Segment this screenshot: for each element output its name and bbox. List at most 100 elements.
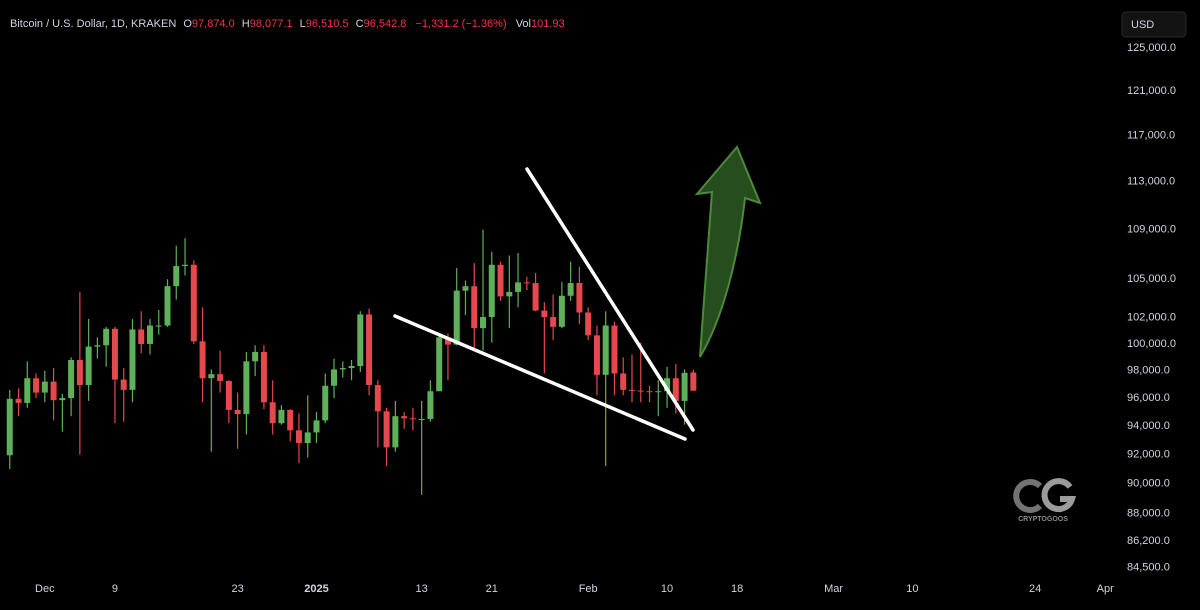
y-tick-label: 86,200.0 — [1127, 535, 1170, 547]
candle-body — [331, 369, 338, 386]
candle-body — [120, 379, 127, 390]
candle-body — [155, 325, 162, 327]
candle-body — [471, 286, 478, 329]
y-tick-label: 105,000.0 — [1127, 273, 1176, 285]
candle-body — [339, 368, 346, 370]
candle-body — [593, 335, 600, 375]
candle-body — [103, 328, 110, 346]
y-tick-label: 92,000.0 — [1127, 448, 1170, 460]
x-tick-label: 21 — [486, 583, 498, 595]
candle-body — [225, 380, 232, 410]
candle-body — [217, 374, 224, 381]
candle-body — [173, 266, 180, 287]
candle-body — [260, 351, 267, 403]
legend-header: Bitcoin / U.S. Dollar, 1D, KRAKEN O97,87… — [10, 18, 565, 30]
candle-body — [374, 385, 381, 412]
x-tick-label: Apr — [1097, 583, 1114, 595]
candle-body — [24, 378, 31, 403]
y-tick-label: 84,500.0 — [1127, 561, 1170, 573]
candle-body — [76, 359, 83, 386]
candle-body — [304, 432, 311, 444]
candle-body — [15, 398, 22, 403]
volume-value: 101.93 — [531, 18, 565, 30]
candle-body — [672, 378, 679, 401]
candle-body — [357, 314, 364, 367]
candle-body — [506, 291, 513, 297]
x-tick-label: 9 — [112, 583, 118, 595]
candle-body — [585, 312, 592, 336]
candle-body — [401, 416, 408, 419]
candle-body — [418, 419, 425, 421]
candle-body — [164, 286, 171, 326]
candle-body — [41, 381, 48, 393]
candle-body — [558, 295, 565, 327]
candle-body — [348, 366, 355, 369]
x-tick-label: Mar — [824, 583, 843, 595]
y-tick-label: 96,000.0 — [1127, 392, 1170, 404]
y-tick-label: 88,000.0 — [1127, 507, 1170, 519]
logo-g — [1041, 478, 1077, 513]
y-tick-label: 109,000.0 — [1127, 224, 1176, 236]
candles — [6, 229, 697, 495]
candle-body — [427, 391, 434, 420]
symbol: Bitcoin / U.S. Dollar, 1D, KRAKEN — [10, 18, 176, 30]
candle-body — [383, 411, 390, 448]
currency-button[interactable]: USD — [1121, 11, 1187, 38]
candle-body — [252, 351, 259, 362]
candle-body — [322, 385, 329, 421]
candle-body — [628, 389, 635, 391]
candle-body — [313, 420, 320, 433]
candle-body — [366, 314, 373, 386]
candle-body — [85, 346, 92, 386]
candle-body — [68, 359, 75, 399]
y-tick-label: 117,000.0 — [1127, 130, 1175, 142]
candle-body — [59, 398, 66, 401]
logo: CRYPTOGOOS — [1013, 478, 1077, 523]
volume-label: Vol — [516, 18, 531, 30]
candle-body — [409, 418, 416, 420]
currency-button-bg — [1121, 11, 1187, 38]
candle-body — [550, 317, 557, 327]
candle-body — [637, 390, 644, 392]
open-label: O — [183, 18, 192, 30]
candle-body — [488, 264, 495, 318]
logo-text: CRYPTOGOOS — [1018, 516, 1068, 523]
candle-body — [567, 283, 574, 296]
x-tick-label: 2025 — [304, 583, 328, 595]
candle-body — [146, 325, 153, 344]
candle-body — [243, 361, 250, 415]
x-tick-label: 13 — [416, 583, 428, 595]
candle-body — [646, 391, 653, 393]
candle-body — [532, 283, 539, 311]
low-label: L — [300, 18, 306, 30]
x-tick-label: 10 — [906, 583, 918, 595]
candle-body — [287, 409, 294, 431]
candle-body — [208, 374, 215, 379]
x-tick-label: Feb — [579, 583, 598, 595]
candle-body — [611, 325, 618, 374]
candle-body — [199, 341, 206, 379]
candle-body — [515, 282, 522, 292]
candle-body — [453, 290, 460, 345]
currency-label[interactable]: USD — [1131, 19, 1154, 31]
candle-body — [33, 378, 40, 393]
y-tick-label: 102,000.0 — [1127, 312, 1176, 324]
candle-body — [620, 373, 627, 390]
candle-body — [138, 329, 145, 344]
close-label: C — [356, 18, 364, 30]
candle-body — [295, 430, 302, 444]
candle-body — [6, 398, 13, 456]
y-tick-label: 98,000.0 — [1127, 365, 1170, 377]
x-tick-label: 18 — [731, 583, 743, 595]
candle-body — [234, 409, 241, 415]
candle-body — [523, 282, 530, 284]
candle-body — [392, 416, 399, 448]
y-tick-label: 125,000.0 — [1127, 42, 1176, 54]
candle-body — [269, 402, 276, 424]
candle-body — [111, 328, 118, 380]
candle-body — [462, 286, 469, 291]
change-value: −1,331.2 (−1.36%) — [416, 18, 507, 30]
logo-c — [1013, 479, 1043, 513]
